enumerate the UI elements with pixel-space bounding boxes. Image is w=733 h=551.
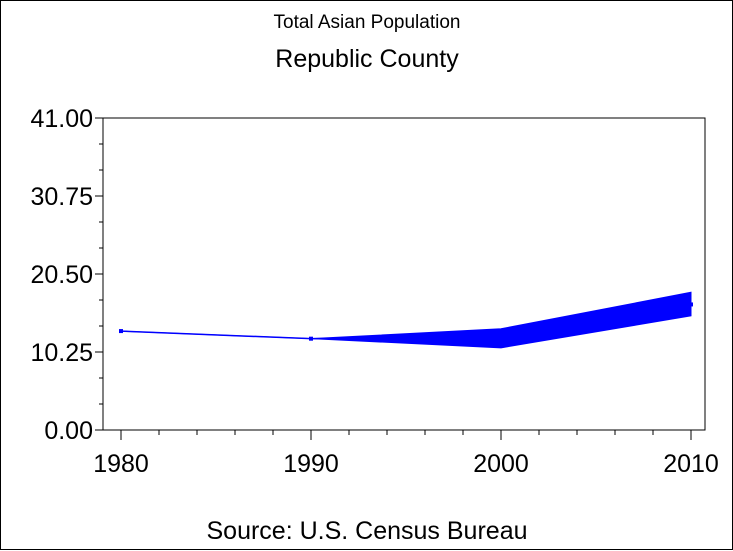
data-point (119, 329, 123, 334)
x-tick-label: 1990 (283, 450, 339, 478)
y-tick-label: 20.50 (30, 261, 93, 289)
data-point (689, 302, 693, 307)
y-tick-label: 10.25 (30, 339, 93, 367)
chart-footnote: Source: U.S. Census Bureau (207, 517, 528, 545)
y-tick-label: 41.00 (30, 105, 93, 133)
data-point (499, 336, 503, 341)
x-tick-label: 1980 (93, 450, 149, 478)
y-tick-label: 0.00 (44, 417, 93, 445)
x-tick-label: 2000 (473, 450, 529, 478)
x-tick-label: 2010 (663, 450, 719, 478)
y-tick-label: 30.75 (30, 183, 93, 211)
chart-subtitle: Republic County (275, 45, 459, 73)
chart-title: Total Asian Population (274, 12, 461, 33)
series-line (120, 303, 692, 340)
data-point (309, 336, 313, 341)
plot-frame (102, 117, 706, 431)
